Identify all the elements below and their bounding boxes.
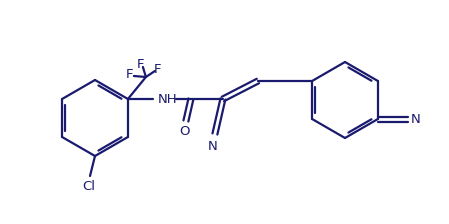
Text: F: F xyxy=(126,67,134,80)
Text: F: F xyxy=(137,58,145,71)
Text: NH: NH xyxy=(158,93,177,106)
Text: F: F xyxy=(154,62,162,75)
Text: N: N xyxy=(411,112,421,125)
Text: Cl: Cl xyxy=(83,179,96,192)
Text: N: N xyxy=(208,140,218,153)
Text: O: O xyxy=(180,125,190,138)
